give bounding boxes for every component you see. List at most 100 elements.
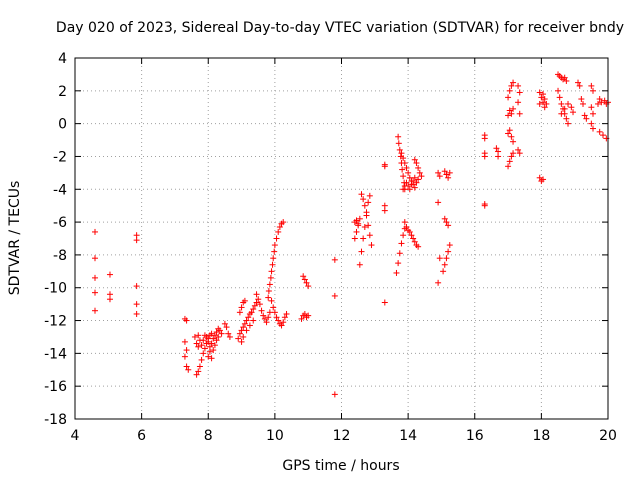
data-point (305, 312, 312, 319)
data-point (446, 242, 453, 249)
data-point (515, 82, 522, 89)
data-point (515, 99, 522, 106)
data-point (536, 174, 543, 181)
data-point (403, 179, 410, 186)
axis-ticks (74, 57, 609, 420)
data-point (245, 314, 252, 321)
data-point (395, 140, 402, 147)
data-point (106, 296, 113, 303)
y-tick-label: -6 (53, 215, 67, 231)
data-point (596, 96, 603, 103)
data-point (541, 96, 548, 103)
data-point (271, 242, 278, 249)
data-point (211, 342, 218, 349)
data-point (505, 130, 512, 137)
data-point (276, 224, 283, 231)
data-point (270, 255, 277, 262)
data-point (510, 138, 517, 145)
data-point (505, 94, 512, 101)
data-point (436, 173, 443, 180)
data-point (91, 228, 98, 235)
data-point (201, 345, 208, 352)
data-point (556, 94, 563, 101)
data-point (263, 319, 270, 326)
data-point (435, 169, 442, 176)
data-point (281, 314, 288, 321)
data-point (351, 235, 358, 242)
data-point (198, 342, 205, 349)
data-point (435, 279, 442, 286)
data-point (356, 261, 363, 268)
data-point (275, 317, 282, 324)
data-point (536, 89, 543, 96)
data-point (516, 150, 523, 157)
data-point (408, 232, 415, 239)
data-point (443, 219, 450, 226)
data-point (481, 202, 488, 209)
data-point (91, 289, 98, 296)
data-point (203, 333, 210, 340)
data-point (405, 169, 412, 176)
data-point (265, 314, 272, 321)
data-point (246, 322, 253, 329)
data-point (268, 268, 275, 275)
data-point (381, 299, 388, 306)
data-point (91, 274, 98, 281)
data-point (267, 274, 274, 281)
data-point (508, 153, 515, 160)
y-tick-label: -2 (53, 149, 67, 165)
data-point (240, 333, 247, 340)
data-point (561, 74, 568, 81)
data-point (505, 163, 512, 170)
data-point (271, 248, 278, 255)
data-point (506, 87, 513, 94)
data-point (208, 330, 215, 337)
data-point (410, 178, 417, 185)
data-point (250, 317, 257, 324)
data-point (506, 107, 513, 114)
data-point (358, 248, 365, 255)
data-point (416, 169, 423, 176)
data-point (583, 115, 590, 122)
data-point (213, 337, 220, 344)
data-point (568, 104, 575, 111)
data-points (91, 71, 611, 398)
data-point (381, 207, 388, 214)
data-point (555, 87, 562, 94)
data-point (243, 327, 250, 334)
data-point (255, 296, 262, 303)
data-point (411, 156, 418, 163)
data-point (601, 97, 608, 104)
data-point (240, 324, 247, 331)
data-point (446, 169, 453, 176)
data-point (516, 89, 523, 96)
data-point (265, 294, 272, 301)
y-tick-label: -12 (44, 314, 67, 330)
data-point (481, 153, 488, 160)
data-point (268, 297, 275, 304)
data-point (208, 355, 215, 362)
data-point (241, 320, 248, 327)
data-point (510, 79, 517, 86)
data-point (366, 232, 373, 239)
data-point (590, 110, 597, 117)
data-point (565, 120, 572, 127)
data-point (280, 219, 287, 226)
data-point (241, 297, 248, 304)
data-point (265, 288, 272, 295)
data-point (301, 276, 308, 283)
data-point (481, 135, 488, 142)
data-point (441, 215, 448, 222)
data-point (395, 133, 402, 140)
data-point (578, 96, 585, 103)
data-point (403, 164, 410, 171)
data-point (441, 168, 448, 175)
data-point (301, 310, 308, 317)
data-point (238, 338, 245, 345)
data-point (223, 324, 230, 331)
data-point (541, 104, 548, 111)
y-tick-label: -4 (53, 182, 67, 198)
data-point (443, 171, 450, 178)
data-point (200, 350, 207, 357)
data-point (191, 333, 198, 340)
